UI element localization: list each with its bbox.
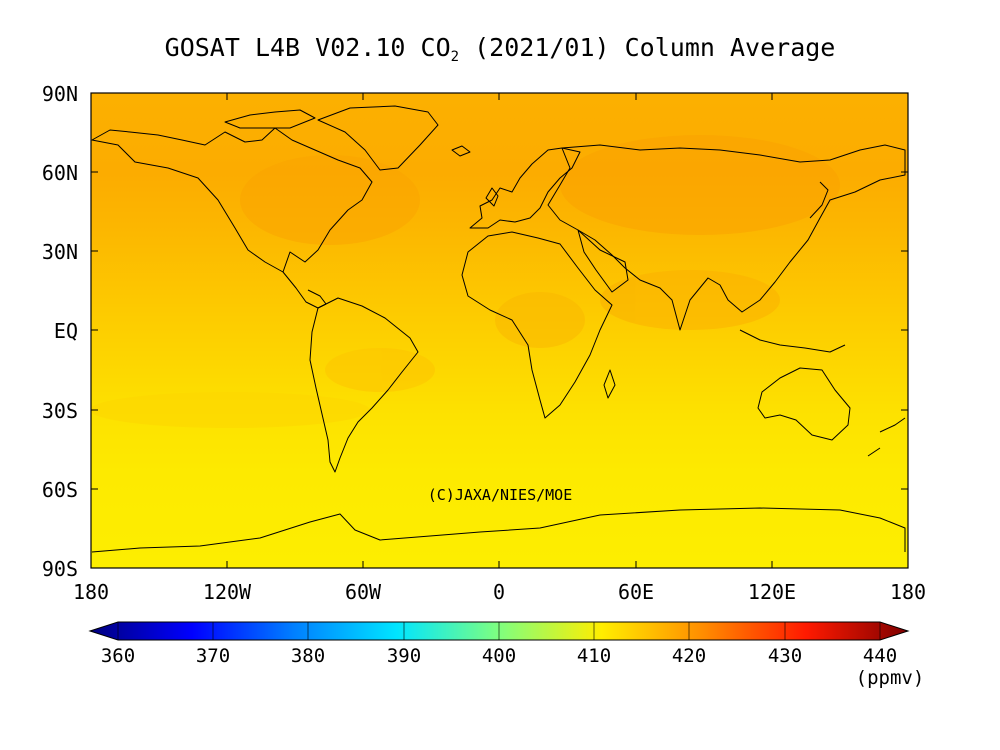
coast-madagascar <box>603 369 616 399</box>
colorbar-tick-label: 380 <box>291 645 325 667</box>
anomaly-south-pacific <box>91 392 370 428</box>
y-tick-label: 90S <box>42 557 78 581</box>
coast-africa <box>461 231 613 419</box>
copyright-label: (C)JAXA/NIES/MOE <box>428 486 573 504</box>
coast-uk <box>485 187 499 207</box>
x-tick-label: 180 <box>890 580 926 604</box>
colorbar-tick-label: 370 <box>196 645 230 667</box>
y-tick-label: 30S <box>42 399 78 423</box>
coast-maritime-se-asia <box>739 329 846 353</box>
y-tick-label: 90N <box>42 82 78 106</box>
coast-japan <box>809 181 829 219</box>
x-tick-label: 180 <box>73 580 109 604</box>
coast-arabia <box>577 229 629 293</box>
colorbar-tick-label: 440 <box>863 645 897 667</box>
colorbar-tick-label: 420 <box>672 645 706 667</box>
anomaly-africa <box>495 292 585 348</box>
coast-asia <box>547 144 906 331</box>
anomaly-north-america <box>240 155 420 245</box>
colorbar-tick-label: 410 <box>577 645 611 667</box>
coast-europe <box>469 147 581 229</box>
x-tick-label: 120W <box>203 580 252 604</box>
colorbar: 360 370 380 390 400 410 420 430 440 (ppm… <box>88 621 925 689</box>
coast-antarctica <box>91 507 906 553</box>
colorbar-unit: (ppmv) <box>856 667 925 689</box>
y-tick-label: 60N <box>42 161 78 185</box>
x-tick-label: 0 <box>493 580 505 604</box>
colorbar-tick-label: 360 <box>101 645 135 667</box>
coast-australia <box>757 367 851 441</box>
coast-north-america <box>91 127 373 273</box>
colorbar-tick-label: 400 <box>482 645 516 667</box>
colorbar-tick-label: 430 <box>768 645 802 667</box>
coast-greenland <box>317 105 439 171</box>
coast-iceland <box>451 145 471 157</box>
x-tick-label: 60W <box>345 580 382 604</box>
co2-anomalies <box>91 135 840 428</box>
map-plot-area <box>91 93 908 568</box>
y-tick-label: EQ <box>54 319 78 343</box>
y-tick-label: 30N <box>42 240 78 264</box>
map-title: GOSAT L4B V02.10 CO2 (2021/01) Column Av… <box>165 33 836 65</box>
colorbar-tick-label: 390 <box>387 645 421 667</box>
coast-south-america <box>309 297 419 473</box>
coastlines <box>91 105 906 553</box>
anomaly-south-america <box>325 348 435 392</box>
y-axis: 90N 60N 30N EQ 30S 60S 90S <box>42 82 908 581</box>
anomaly-eurasia <box>560 135 840 235</box>
x-axis: 180 120W 60W 0 60E 120E 180 <box>73 93 926 604</box>
x-tick-label: 60E <box>618 580 654 604</box>
coast-arctic-islands <box>224 109 316 129</box>
coast-new-zealand <box>867 417 906 457</box>
x-tick-label: 120E <box>748 580 796 604</box>
y-tick-label: 60S <box>42 478 78 502</box>
colorbar-ticks <box>117 622 881 640</box>
